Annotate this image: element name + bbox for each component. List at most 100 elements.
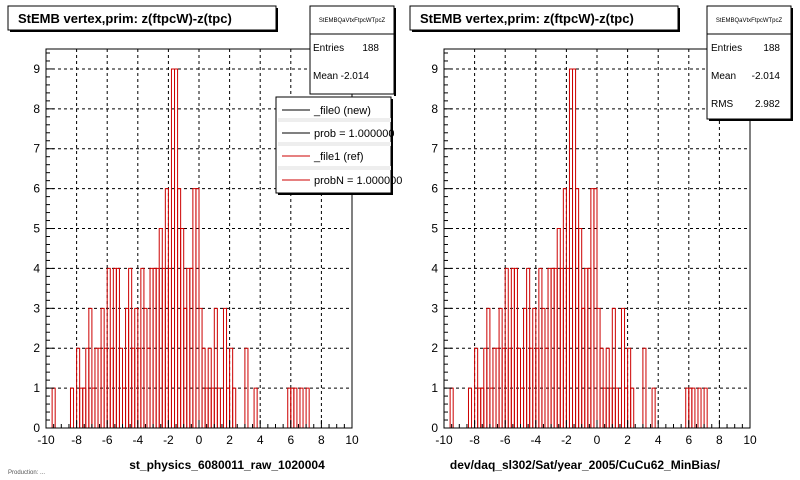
y-tick-label: 5 [431,222,438,236]
x-tick-label: -2 [561,433,572,447]
histogram-bin [449,387,454,428]
histogram-bin [293,387,298,428]
histogram-bin [232,387,237,428]
histogram-bin [611,307,616,428]
x-tick-label: 0 [594,433,601,447]
legend-label-new: _file0 (new) [313,105,371,117]
histogram-bin [253,387,258,428]
y-tick-label: 0 [33,421,40,435]
legend-label-ref: _file1 (ref) [313,151,364,163]
left-stats-frame [309,5,395,95]
left-title-shadow-side [276,8,278,32]
x-tick-label: 6 [685,433,692,447]
x-tick-label: -8 [469,433,480,447]
y-tick-label: 7 [33,142,40,156]
y-tick-label: 3 [431,301,438,315]
left-mean-value: -2.014 [341,71,370,82]
y-tick-label: 5 [33,222,40,236]
left-histogram-panel: StEMB vertex,prim: z(ftpcW)-z(tpc) -10 -8… [7,5,402,472]
left-stats-name: StEMBQaVtxFtpcWTpcZ [319,18,386,24]
x-tick-label: -2 [163,433,174,447]
right-rms-label: RMS [711,99,734,110]
histogram-bin [216,387,221,428]
left-x-axis-label: st_physics_6080011_raw_1020004 [129,458,325,472]
y-tick-label: 2 [431,341,438,355]
right-title-shadow [412,30,680,32]
left-chart-title: StEMB vertex,prim: z(ftpcW)-z(tpc) [18,11,232,26]
left-legend: _file0 (new) prob = 1.000000 _file1 (ref… [275,96,402,195]
y-tick-label: 9 [33,62,40,76]
right-entries-value: 188 [763,43,780,54]
left-title-box [7,5,277,31]
left-legend-shadow-bottom [278,193,393,195]
right-rms-value: 2.982 [755,99,780,110]
y-tick-label: 0 [431,421,438,435]
histogram-bin [305,387,310,428]
histogram-bin [88,307,93,428]
right-stats-box: StEMBQaVtxFtpcWTpcZ Entries 188 Mean -2.… [706,5,793,121]
left-mean-label: Mean [313,71,338,82]
histogram-bin [630,387,635,428]
left-legend-separator [278,118,391,122]
y-tick-label: 4 [33,261,40,275]
right-chart-title: StEMB vertex,prim: z(ftpcW)-z(tpc) [420,11,634,26]
left-stats-box: StEMBQaVtxFtpcWTpcZ Entries 188 Mean -2.… [309,5,396,96]
right-stats-frame [706,5,792,120]
x-tick-label: -8 [71,433,82,447]
histogram-bin [51,387,56,428]
x-tick-label: -10 [435,433,453,447]
x-tick-label: 8 [716,433,723,447]
histogram-bin [691,387,696,428]
x-tick-label: 0 [196,433,203,447]
right-stats-name: StEMBQaVtxFtpcWTpcZ [716,18,783,24]
left-entries-label: Entries [313,43,344,54]
x-tick-label: 10 [345,433,359,447]
x-tick-label: -4 [132,433,143,447]
histogram-bin [620,307,626,428]
histogram-bin [651,387,656,428]
right-stats-shadow-bottom [709,119,793,121]
x-tick-label: -6 [102,433,113,447]
left-legend-shadow-side [391,99,393,195]
left-stats-shadow [394,8,396,96]
histogram-bin [642,347,647,428]
left-entries-value: 188 [362,43,379,54]
y-tick-label: 7 [431,142,438,156]
x-tick-label: 6 [287,433,294,447]
right-title-shadow-side [678,8,680,32]
right-histogram-panel: StEMB vertex,prim: z(ftpcW)-z(tpc) -10 -8… [409,5,793,472]
y-tick-label: 4 [431,261,438,275]
y-tick-label: 6 [33,182,40,196]
x-tick-label: 10 [743,433,757,447]
histogram-bin [467,387,473,428]
right-entries-label: Entries [711,43,742,54]
y-tick-label: 8 [431,102,438,116]
histogram-bin [614,387,619,428]
histogram-bin [213,307,218,428]
histogram-bin [69,387,75,428]
left-legend-separator [278,142,391,146]
y-tick-label: 2 [33,341,40,355]
legend-label-prob: prob = 1.000000 [314,128,394,140]
x-tick-label: -10 [37,433,55,447]
histogram-bin [244,347,249,428]
x-tick-label: 2 [226,433,233,447]
footnote: Production: ... [8,470,45,476]
right-mean-label: Mean [711,71,736,82]
y-tick-label: 3 [33,301,40,315]
histogram-bin [299,387,304,428]
x-tick-label: -4 [530,433,541,447]
histogram-bin [486,307,491,428]
histogram-bin [703,387,708,428]
y-tick-label: 1 [431,381,438,395]
histogram-bin [697,387,702,428]
histogram-bin [222,307,228,428]
legend-label-probn: probN = 1.000000 [314,175,402,187]
left-legend-separator [278,166,391,170]
x-tick-label: -6 [500,433,511,447]
right-mean-value: -2.014 [752,71,781,82]
x-tick-label: 4 [655,433,662,447]
y-tick-label: 6 [431,182,438,196]
y-tick-label: 8 [33,102,40,116]
